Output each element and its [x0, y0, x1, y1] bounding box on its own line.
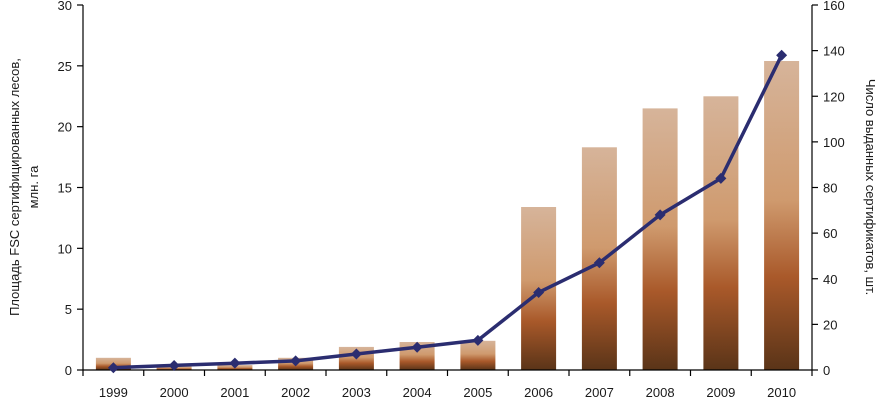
- left-tick-label: 20: [58, 120, 72, 135]
- right-tick-label: 40: [823, 272, 837, 287]
- x-tick-label: 2005: [463, 385, 492, 400]
- right-tick-label: 20: [823, 317, 837, 332]
- x-tick-label: 2004: [403, 385, 432, 400]
- left-tick-label: 5: [65, 302, 72, 317]
- left-tick-label: 15: [58, 181, 72, 196]
- left-tick-label: 25: [58, 59, 72, 74]
- right-tick-label: 0: [823, 363, 830, 378]
- x-tick-label: 2000: [160, 385, 189, 400]
- right-tick-label: 160: [823, 0, 845, 13]
- line-path: [113, 54, 784, 370]
- right-tick-label: 60: [823, 226, 837, 241]
- line-point-2007: [593, 257, 605, 269]
- right-tick-label: 140: [823, 44, 845, 59]
- left-tick-label: 0: [65, 363, 72, 378]
- line-point-2003: [350, 348, 362, 360]
- line-point-2001: [229, 357, 241, 369]
- left-axis-label-line2: млн. га: [26, 165, 41, 208]
- line-point-2006: [533, 286, 545, 298]
- line-point-2000: [168, 359, 180, 371]
- x-tick-label: 2008: [646, 385, 675, 400]
- line-point-2002: [290, 355, 302, 367]
- left-axis-label-line1: Площадь FSC сертифицированных лесов,: [7, 58, 22, 316]
- x-tick-label: 2001: [220, 385, 249, 400]
- line-point-2008: [654, 209, 666, 221]
- left-tick-label: 10: [58, 241, 72, 256]
- right-axis-label: Число выданных сертификатов, шт.: [863, 79, 878, 295]
- x-tick-label: 2003: [342, 385, 371, 400]
- right-tick-label: 120: [823, 89, 845, 104]
- right-tick-label: 100: [823, 135, 845, 150]
- x-tick-label: 1999: [99, 385, 128, 400]
- bar-2008: [642, 108, 678, 371]
- bar-2009: [703, 96, 739, 371]
- left-tick-label: 30: [58, 0, 72, 13]
- x-axis-ticks: 1999 2000 2001 2002 2003 2004 2005 2006 2007 2008…: [82, 370, 813, 400]
- x-tick-label: 2009: [706, 385, 735, 400]
- line-point-2004: [411, 341, 423, 353]
- line-point-2005: [472, 334, 484, 346]
- x-tick-label: 2002: [281, 385, 310, 400]
- right-tick-label: 80: [823, 181, 837, 196]
- right-axis-ticks: 0 20 40 60 80 100 120 140 160: [812, 0, 845, 378]
- x-tick-label: 2007: [585, 385, 614, 400]
- line-point-2009: [715, 172, 727, 184]
- line-point-2010: [776, 49, 788, 61]
- bar-series: [95, 61, 800, 371]
- line-series: [107, 49, 788, 374]
- left-axis-ticks: 0 5 10 15 20 25 30: [58, 0, 83, 378]
- x-tick-label: 2006: [524, 385, 553, 400]
- x-tick-label: 2010: [767, 385, 796, 400]
- bar-2010: [764, 61, 800, 370]
- line-point-1999: [107, 362, 119, 374]
